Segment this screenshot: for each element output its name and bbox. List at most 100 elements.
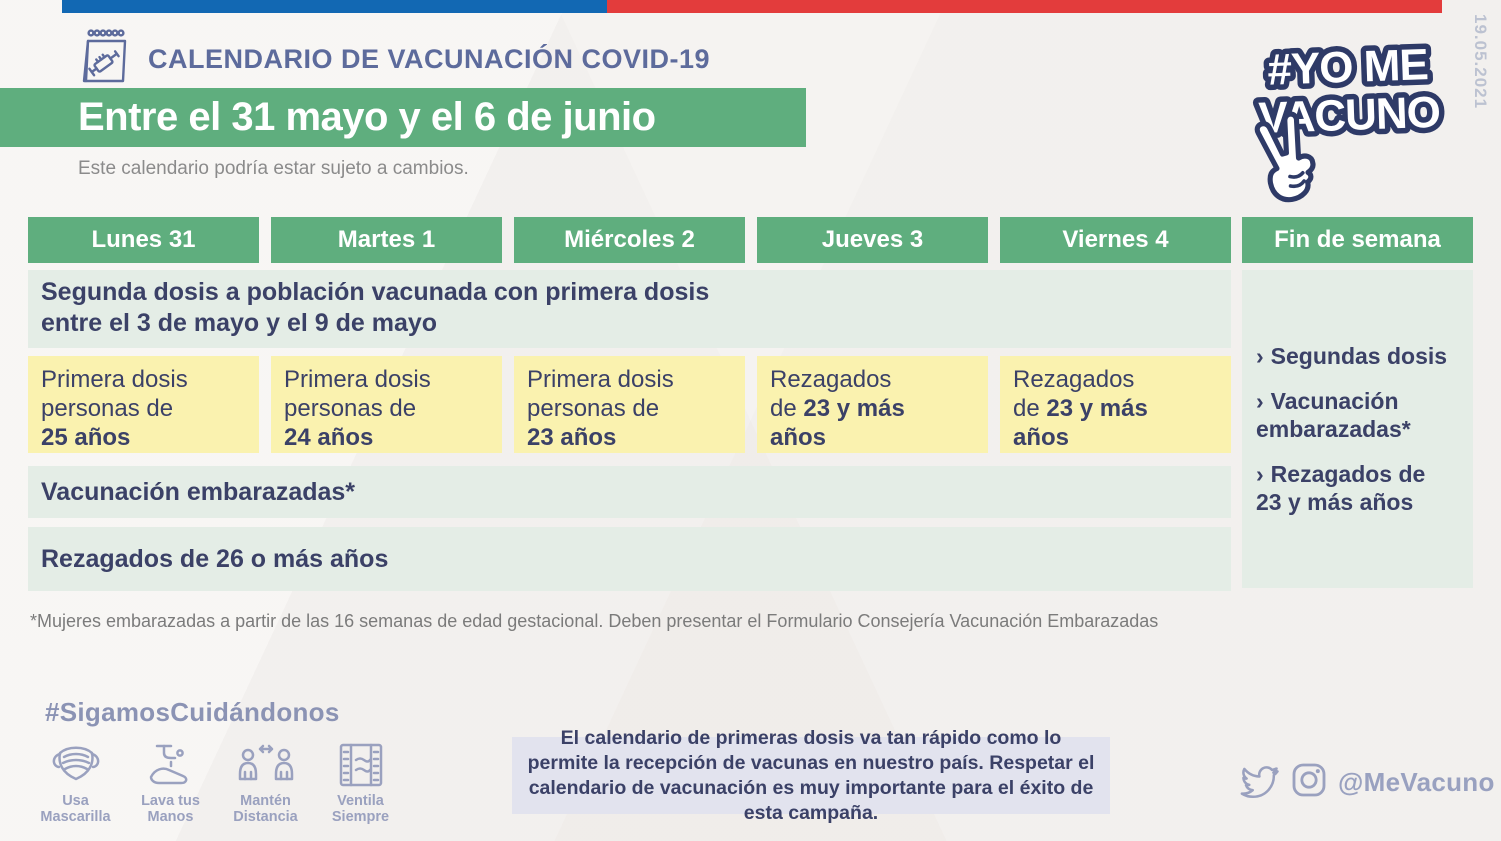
ventilate-icon [339, 743, 382, 787]
page-title: CALENDARIO DE VACUNACIÓN COVID-19 [148, 44, 711, 74]
chevron-bullet: › [1256, 461, 1264, 487]
weekend-item-label: Vacunación embarazadas* [1256, 388, 1411, 442]
cell-line-text: años [770, 424, 827, 451]
day-header-row: Lunes 31 Martes 1 Miércoles 2 Jueves 3 Viern… [28, 217, 1231, 263]
social-handle: @MeVacuno [1338, 767, 1495, 797]
cell-line: Primera dosis [284, 365, 494, 394]
tip-ventilate: Ventila Siempre [313, 740, 408, 825]
publication-date: 19.05.2021 [1471, 14, 1490, 110]
cell-line-text: Primera dosis [41, 366, 188, 393]
cell-line-text: 23 y más [803, 395, 905, 422]
cell-line-pre: de [1013, 395, 1047, 422]
pregnancy-footnote: *Mujeres embarazadas a partir de las 16 … [30, 611, 1159, 631]
weekend-item-label: Rezagados de 23 y más años [1256, 461, 1426, 515]
tips-row: Usa Mascarilla Lava tus Manos Mantén Distan… [28, 740, 408, 825]
cell-line: 25 años [41, 423, 251, 452]
cell-line-text: Rezagados [1013, 366, 1135, 393]
weekend-item-label: Segundas dosis [1270, 343, 1448, 369]
day-header-0: Lunes 31 [28, 217, 259, 263]
cell-line: Rezagados [770, 365, 980, 394]
instagram-icon [1289, 760, 1329, 805]
cell-line: Primera dosis [41, 365, 251, 394]
second-dose-row: Segunda dosis a población vacunada con p… [28, 270, 1231, 348]
chevron-bullet: › [1256, 343, 1264, 369]
notice-text: El calendario de primeras dosis va tan r… [527, 726, 1095, 824]
date-range-text: Entre el 31 mayo y el 6 de junio [78, 95, 656, 139]
day-header-4: Viernes 4 [1000, 217, 1231, 263]
cell-line: de 23 y más [1013, 394, 1223, 423]
tip-label: Usa Mascarilla [40, 793, 110, 825]
disclaimer-subtitle: Este calendario podría estar sujeto a ca… [78, 158, 469, 179]
cell-line-text: 24 años [284, 424, 374, 451]
cell-line: personas de [41, 394, 251, 423]
flag-stripe-blue [62, 0, 607, 13]
logo-line1: #YO ME [1267, 40, 1429, 95]
tip-label: Ventila Siempre [332, 793, 389, 825]
flag-stripe-red [607, 0, 1442, 13]
twitter-icon [1236, 761, 1280, 804]
date-range-banner: Entre el 31 mayo y el 6 de junio [0, 88, 806, 147]
day-cell-3: Rezagados de 23 y más años [757, 356, 988, 453]
tip-label-line: Mascarilla [40, 809, 111, 825]
cell-line: personas de [527, 394, 737, 423]
tip-label-line: Distancia [233, 809, 298, 825]
victory-hand-icon [1234, 104, 1333, 221]
day-cell-0: Primera dosis personas de 25 años [28, 356, 259, 453]
yomevacuno-logo: #YO ME VACUNO [1242, 31, 1449, 244]
cell-line: años [1013, 423, 1223, 452]
cell-line: 24 años [284, 423, 494, 452]
day-header-1: Martes 1 [271, 217, 502, 263]
tip-label: Mantén Distancia [233, 793, 297, 825]
cell-line-text: Primera dosis [527, 366, 674, 393]
cell-line-pre: de [770, 395, 804, 422]
cell-line-text: 23 años [527, 424, 617, 451]
tip-label-line: Mantén [240, 793, 291, 809]
wash-hands-icon [149, 744, 187, 785]
social-links: @MeVacuno [1236, 760, 1495, 805]
cell-line-text: Primera dosis [284, 366, 431, 393]
second-dose-line2: entre el 3 de mayo y el 9 de mayo [41, 309, 438, 337]
first-dose-row: Primera dosis personas de 25 años Primera d… [28, 356, 1231, 453]
cell-line: de 23 y más [770, 394, 980, 423]
tip-wash-hands: Lava tus Manos [123, 740, 218, 825]
cell-line-text: personas de [284, 395, 417, 422]
weekend-header: Fin de semana [1242, 217, 1473, 263]
tip-distance: Mantén Distancia [218, 740, 313, 825]
mask-icon [52, 746, 99, 781]
cell-line-text: personas de [41, 395, 174, 422]
cell-line: Primera dosis [527, 365, 737, 394]
cell-line-text: Rezagados [770, 366, 892, 393]
second-dose-line1: Segunda dosis a población vacunada con p… [41, 278, 710, 306]
weekend-list: › Segundas dosis › Vacunación embarazadas* ›… [1242, 270, 1473, 588]
chevron-bullet: › [1256, 388, 1264, 414]
cell-line: años [770, 423, 980, 452]
day-cell-1: Primera dosis personas de 24 años [271, 356, 502, 453]
tip-label-line: Ventila [337, 793, 384, 809]
cell-line: 23 años [527, 423, 737, 452]
pregnant-vaccination-row: Vacunación embarazadas* [28, 466, 1231, 518]
day-header-3: Jueves 3 [757, 217, 988, 263]
cell-line: Rezagados [1013, 365, 1223, 394]
cell-line: personas de [284, 394, 494, 423]
day-cell-4: Rezagados de 23 y más años [1000, 356, 1231, 453]
tip-label-line: Manos [147, 809, 194, 825]
cell-line-text: 25 años [41, 424, 131, 451]
cell-line-text: 23 y más [1046, 395, 1148, 422]
stragglers-row: Rezagados de 26 o más años [28, 527, 1231, 591]
weekend-item-1: › Vacunación embarazadas* [1256, 387, 1456, 443]
day-header-2: Miércoles 2 [514, 217, 745, 263]
tip-mask: Usa Mascarilla [28, 740, 123, 825]
day-cell-2: Primera dosis personas de 23 años [514, 356, 745, 453]
tip-label: Lava tus Manos [141, 793, 200, 825]
tip-label-line: Usa [62, 793, 89, 809]
footer-hashtag: #SigamosCuidándonos [45, 697, 340, 727]
calendar-syringe-icon [78, 27, 132, 92]
cell-line-text: años [1013, 424, 1070, 451]
distance-icon [238, 744, 293, 781]
tip-label-line: Lava tus [141, 793, 200, 809]
cell-line-text: personas de [527, 395, 660, 422]
weekend-item-0: › Segundas dosis [1256, 342, 1456, 370]
weekend-item-2: › Rezagados de 23 y más años [1256, 460, 1456, 516]
tip-label-line: Siempre [331, 809, 390, 825]
